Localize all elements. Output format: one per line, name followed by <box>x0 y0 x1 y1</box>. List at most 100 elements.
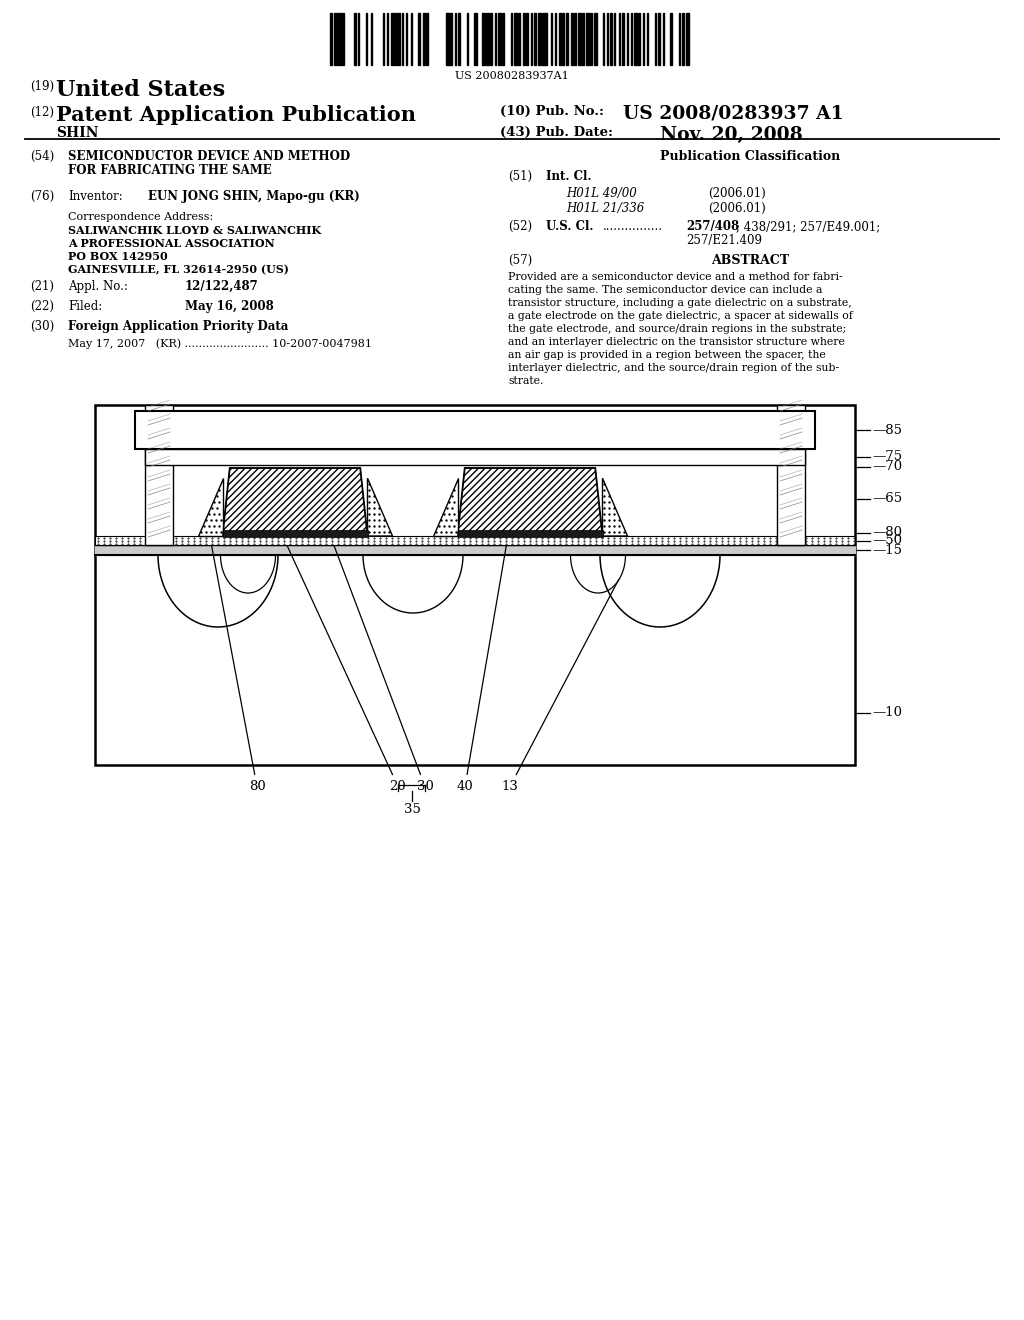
Bar <box>135 411 815 449</box>
Text: H01L 21/336: H01L 21/336 <box>566 202 644 215</box>
Polygon shape <box>602 478 628 536</box>
Bar <box>339 13 342 65</box>
Text: 13: 13 <box>502 579 618 793</box>
Text: transistor structure, including a gate dielectric on a substrate,: transistor structure, including a gate d… <box>508 298 852 308</box>
Text: the gate electrode, and source/drain regions in the substrate;: the gate electrode, and source/drain reg… <box>508 323 846 334</box>
Bar <box>595 13 597 65</box>
Text: (43) Pub. Date:: (43) Pub. Date: <box>500 125 613 139</box>
Polygon shape <box>198 478 222 536</box>
Text: —15: —15 <box>872 544 902 557</box>
Text: (52): (52) <box>508 220 532 234</box>
Text: Publication Classification: Publication Classification <box>659 150 840 162</box>
Bar <box>543 13 546 65</box>
Bar <box>523 13 525 65</box>
Bar <box>222 531 368 537</box>
Text: —50: —50 <box>872 535 902 546</box>
Text: —70: —70 <box>872 461 902 474</box>
Text: (12): (12) <box>30 106 54 119</box>
Text: ABSTRACT: ABSTRACT <box>711 253 790 267</box>
Bar <box>526 13 528 65</box>
Text: GAINESVILLE, FL 32614-2950 (US): GAINESVILLE, FL 32614-2950 (US) <box>68 264 289 275</box>
Text: United States: United States <box>56 79 225 102</box>
Bar <box>498 13 501 65</box>
Text: —80: —80 <box>872 527 902 540</box>
Bar <box>559 13 561 65</box>
Text: Correspondence Address:: Correspondence Address: <box>68 213 213 222</box>
Text: PO BOX 142950: PO BOX 142950 <box>68 251 168 261</box>
Text: H01L 49/00: H01L 49/00 <box>566 187 637 201</box>
Polygon shape <box>432 478 458 536</box>
Bar <box>474 13 477 65</box>
Text: Inventor:: Inventor: <box>68 190 123 203</box>
Text: (22): (22) <box>30 300 54 313</box>
Text: ................: ................ <box>603 220 663 234</box>
Bar <box>398 13 400 65</box>
Bar <box>670 13 672 65</box>
Text: Patent Application Publication: Patent Application Publication <box>56 106 416 125</box>
Text: 257/E21.409: 257/E21.409 <box>686 234 762 247</box>
Text: strate.: strate. <box>508 376 544 385</box>
Text: US 20080283937A1: US 20080283937A1 <box>455 71 569 81</box>
Text: (51): (51) <box>508 170 532 183</box>
Text: SEMICONDUCTOR DEVICE AND METHOD: SEMICONDUCTOR DEVICE AND METHOD <box>68 150 350 162</box>
Polygon shape <box>458 469 602 536</box>
Text: EUN JONG SHIN, Mapo-gu (KR): EUN JONG SHIN, Mapo-gu (KR) <box>148 190 359 203</box>
Text: —65: —65 <box>872 492 902 506</box>
Text: SHIN: SHIN <box>56 125 98 140</box>
Text: 35: 35 <box>403 803 421 816</box>
Bar <box>354 13 356 65</box>
Text: SALIWANCHIK LLOYD & SALIWANCHIK: SALIWANCHIK LLOYD & SALIWANCHIK <box>68 224 322 236</box>
Text: Appl. No.:: Appl. No.: <box>68 280 128 293</box>
Bar <box>145 405 173 545</box>
Bar <box>423 13 425 65</box>
Polygon shape <box>368 478 392 536</box>
Text: Nov. 20, 2008: Nov. 20, 2008 <box>660 125 803 144</box>
Text: Foreign Application Priority Data: Foreign Application Priority Data <box>68 319 289 333</box>
Text: (54): (54) <box>30 150 54 162</box>
Polygon shape <box>222 469 368 536</box>
Text: Int. Cl.: Int. Cl. <box>546 170 592 183</box>
Text: 20: 20 <box>286 544 407 793</box>
Text: A PROFESSIONAL ASSOCIATION: A PROFESSIONAL ASSOCIATION <box>68 238 274 249</box>
Bar <box>486 13 489 65</box>
Text: (19): (19) <box>30 81 54 92</box>
Text: FOR FABRICATING THE SAME: FOR FABRICATING THE SAME <box>68 164 271 177</box>
Text: (76): (76) <box>30 190 54 203</box>
Bar <box>502 13 504 65</box>
Bar <box>634 13 637 65</box>
Text: 12/122,487: 12/122,487 <box>185 280 259 293</box>
Bar <box>682 13 684 65</box>
Text: (10) Pub. No.:: (10) Pub. No.: <box>500 106 604 117</box>
Bar <box>515 13 517 65</box>
Bar <box>458 531 602 537</box>
Text: (30): (30) <box>30 319 54 333</box>
Bar <box>622 13 624 65</box>
Bar <box>579 13 581 65</box>
Bar <box>95 536 855 545</box>
Text: (2006.01): (2006.01) <box>708 202 766 215</box>
Text: Filed:: Filed: <box>68 300 102 313</box>
Text: 30: 30 <box>316 498 433 793</box>
Text: ; 438/291; 257/E49.001;: ; 438/291; 257/E49.001; <box>736 220 881 234</box>
Bar <box>587 13 590 65</box>
Bar <box>426 13 428 65</box>
Bar <box>330 13 332 65</box>
Text: an air gap is provided in a region between the spacer, the: an air gap is provided in a region betwe… <box>508 350 825 360</box>
Text: a gate electrode on the gate dielectric, a spacer at sidewalls of: a gate electrode on the gate dielectric,… <box>508 312 853 321</box>
Text: and an interlayer dielectric on the transistor structure where: and an interlayer dielectric on the tran… <box>508 337 845 347</box>
Text: interlayer dielectric, and the source/drain region of the sub-: interlayer dielectric, and the source/dr… <box>508 363 839 374</box>
Text: US 2008/0283937 A1: US 2008/0283937 A1 <box>623 106 844 123</box>
Text: U.S. Cl.: U.S. Cl. <box>546 220 594 234</box>
Text: —75: —75 <box>872 450 902 463</box>
Bar <box>777 405 805 545</box>
Bar <box>582 13 584 65</box>
Text: cating the same. The semiconductor device can include a: cating the same. The semiconductor devic… <box>508 285 822 294</box>
Bar <box>482 13 485 65</box>
Text: —10: —10 <box>872 706 902 719</box>
Bar <box>610 13 612 65</box>
Text: May 16, 2008: May 16, 2008 <box>185 300 273 313</box>
Text: —85: —85 <box>872 424 902 437</box>
Bar <box>571 13 574 65</box>
Text: 40: 40 <box>457 527 510 793</box>
Bar <box>447 13 450 65</box>
